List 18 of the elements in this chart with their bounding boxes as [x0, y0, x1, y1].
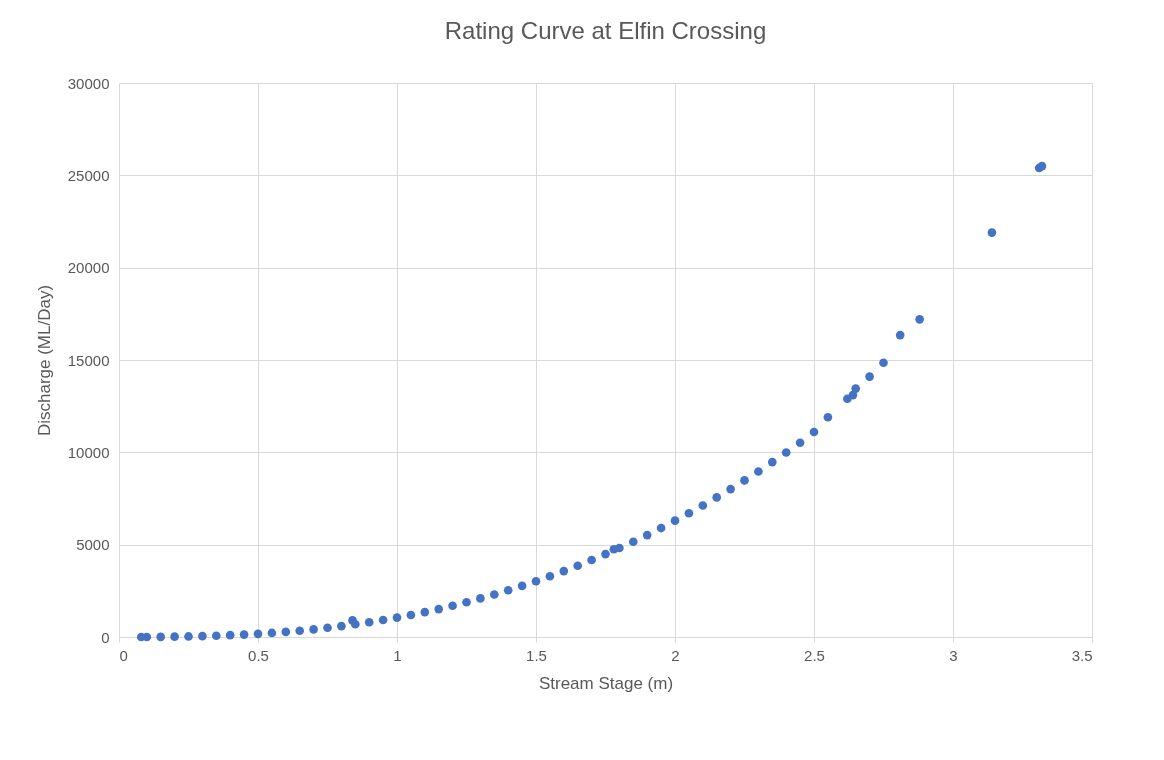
y-tick-label: 20000 [67, 259, 110, 277]
x-tick-label: 0 [119, 646, 128, 664]
x-tick-label: 2.5 [804, 646, 825, 664]
x-tick-label: 2 [671, 646, 680, 664]
x-tick-label: 3 [949, 646, 958, 664]
chart-title: Rating Curve at Elfin Crossing [444, 17, 767, 44]
y-tick-label: 30000 [67, 74, 110, 92]
y-axis-title: Discharge (ML/Day) [34, 284, 54, 437]
x-tick-label: 3.5 [1071, 646, 1093, 664]
x-tick-label: 1.5 [526, 646, 547, 664]
x-axis-title: Stream Stage (m) [538, 673, 674, 693]
y-tick-label: 10000 [67, 443, 110, 461]
y-tick-label: 15000 [67, 351, 110, 369]
y-tick-label: 5000 [76, 536, 110, 554]
y-tick-label: 0 [101, 628, 110, 646]
x-tick-label: 1 [393, 646, 402, 664]
x-tick-label: 0.5 [248, 646, 269, 664]
y-tick-label: 25000 [67, 166, 110, 184]
